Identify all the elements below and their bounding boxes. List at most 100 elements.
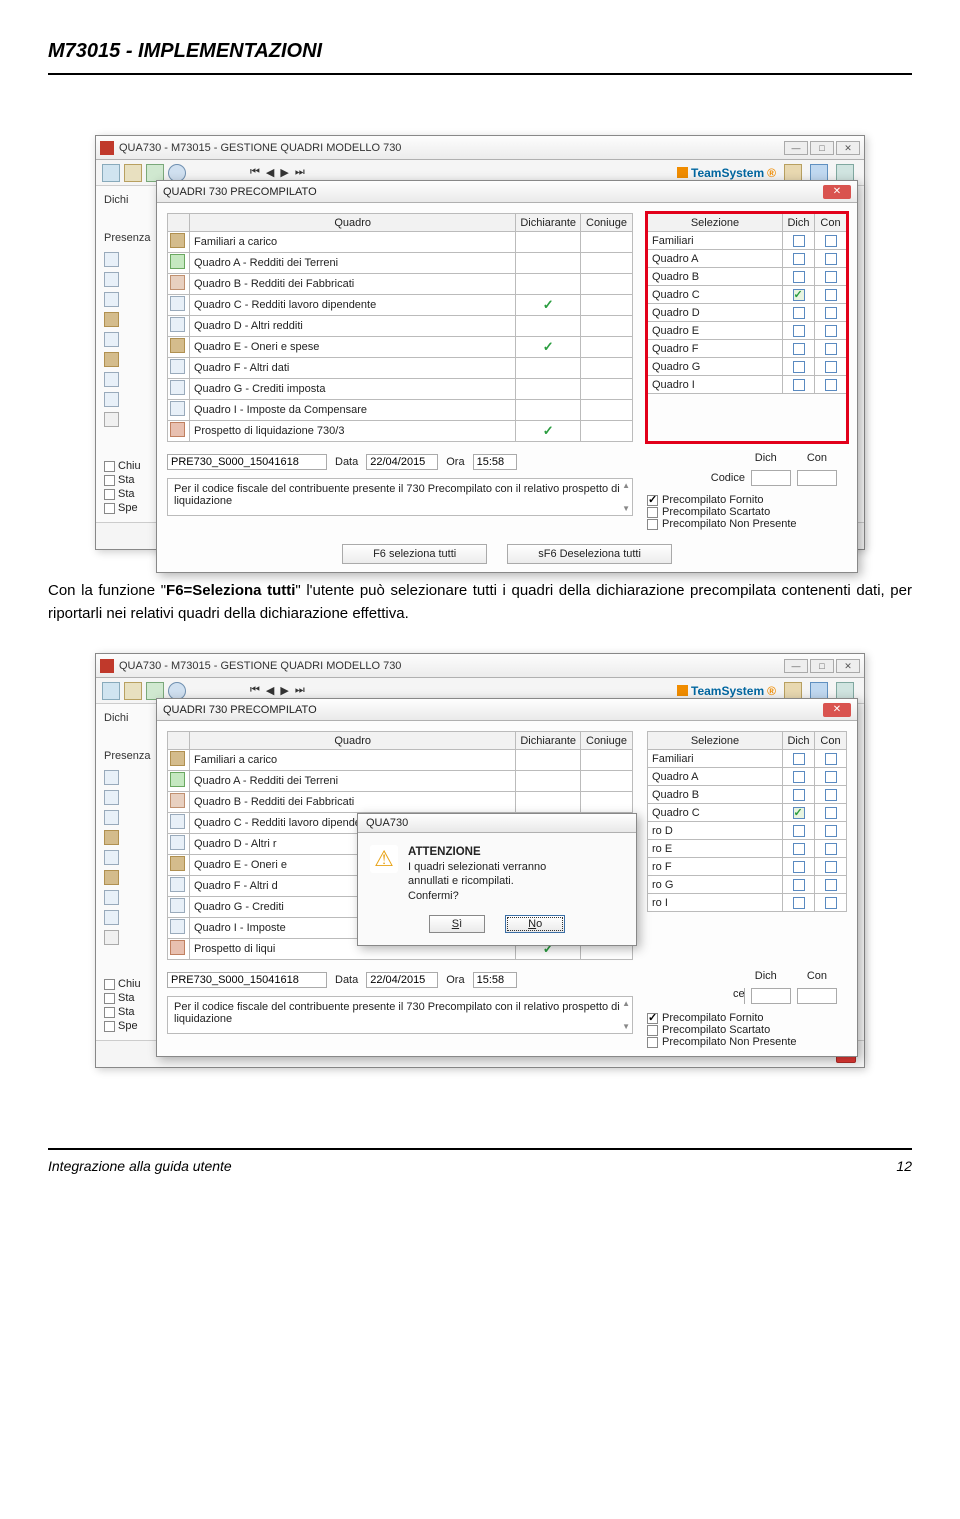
row-icon: [104, 252, 119, 267]
col-header: Con: [815, 214, 847, 232]
nav-first-icon[interactable]: ⏮: [250, 166, 260, 179]
checkbox[interactable]: [647, 1013, 658, 1024]
label: Dich: [755, 970, 777, 982]
checkbox[interactable]: [647, 1037, 658, 1048]
row-icon: [170, 338, 185, 353]
minimize-button[interactable]: —: [784, 659, 808, 673]
sel-dich-checkbox[interactable]: [793, 271, 805, 283]
codice-input[interactable]: [751, 988, 791, 1004]
sel-con-checkbox[interactable]: [825, 325, 837, 337]
sel-dich-checkbox[interactable]: [793, 361, 805, 373]
file-input[interactable]: [167, 972, 327, 988]
nav-last-icon[interactable]: ⏭: [295, 166, 305, 179]
sel-con-checkbox[interactable]: [825, 289, 837, 301]
nav-next-icon[interactable]: ▶: [280, 166, 288, 179]
toolbar-right-icon[interactable]: [810, 682, 828, 700]
time-input[interactable]: [473, 972, 517, 988]
checkbox[interactable]: [104, 1021, 115, 1032]
close-button[interactable]: ✕: [836, 659, 860, 673]
codice-input[interactable]: [797, 470, 837, 486]
sel-con-checkbox[interactable]: [825, 361, 837, 373]
yes-button[interactable]: Sì: [429, 915, 485, 933]
checkbox[interactable]: [104, 979, 115, 990]
sel-con-checkbox[interactable]: [825, 343, 837, 355]
sel-con-checkbox[interactable]: [825, 235, 837, 247]
toolbar-icon[interactable]: [146, 164, 164, 182]
close-button[interactable]: ✕: [836, 141, 860, 155]
sel-dich-checkbox[interactable]: [793, 379, 805, 391]
sel-con-checkbox[interactable]: [825, 825, 837, 837]
sel-dich-checkbox[interactable]: [793, 753, 805, 765]
sel-dich-checkbox[interactable]: [793, 771, 805, 783]
nav-last-icon[interactable]: ⏭: [295, 684, 305, 697]
sel-dich-checkbox[interactable]: [793, 235, 805, 247]
sel-dich-checkbox[interactable]: [793, 289, 805, 301]
toolbar-icon[interactable]: [146, 682, 164, 700]
checkbox[interactable]: [104, 475, 115, 486]
checkbox[interactable]: [104, 489, 115, 500]
sel-dich-checkbox[interactable]: [793, 325, 805, 337]
sf6-button[interactable]: sF6 Deseleziona tutti: [507, 544, 672, 564]
toolbar-right-icon[interactable]: [784, 682, 802, 700]
toolbar-right-icon[interactable]: [810, 164, 828, 182]
toolbar-icon[interactable]: [124, 682, 142, 700]
modal-close-button[interactable]: ✕: [823, 185, 851, 199]
con-cell: [581, 421, 633, 442]
sel-con-checkbox[interactable]: [825, 897, 837, 909]
sel-dich-checkbox[interactable]: [793, 843, 805, 855]
checkbox[interactable]: [647, 507, 658, 518]
sel-dich-checkbox[interactable]: [793, 861, 805, 873]
toolbar-icon[interactable]: [168, 682, 186, 700]
sel-dich-checkbox[interactable]: [793, 825, 805, 837]
sel-dich-checkbox[interactable]: [793, 253, 805, 265]
nav-next-icon[interactable]: ▶: [280, 684, 288, 697]
sel-dich-checkbox[interactable]: [793, 879, 805, 891]
toolbar-right-icon[interactable]: [784, 164, 802, 182]
sel-con-checkbox[interactable]: [825, 753, 837, 765]
modal-close-button[interactable]: ✕: [823, 703, 851, 717]
file-input[interactable]: [167, 454, 327, 470]
toolbar-icon[interactable]: [102, 682, 120, 700]
sel-con-checkbox[interactable]: [825, 807, 837, 819]
sel-con-checkbox[interactable]: [825, 861, 837, 873]
sel-con-checkbox[interactable]: [825, 271, 837, 283]
checkbox[interactable]: [104, 993, 115, 1004]
toolbar-right-icon[interactable]: [836, 682, 854, 700]
sel-con-checkbox[interactable]: [825, 843, 837, 855]
checkbox[interactable]: [104, 1007, 115, 1018]
codice-input[interactable]: [797, 988, 837, 1004]
nav-first-icon[interactable]: ⏮: [250, 684, 260, 697]
maximize-button[interactable]: □: [810, 141, 834, 155]
maximize-button[interactable]: □: [810, 659, 834, 673]
sel-con-checkbox[interactable]: [825, 879, 837, 891]
sel-dich-checkbox[interactable]: [793, 807, 805, 819]
sel-dich-checkbox[interactable]: [793, 789, 805, 801]
minimize-button[interactable]: —: [784, 141, 808, 155]
codice-input[interactable]: [751, 470, 791, 486]
checkbox[interactable]: [647, 495, 658, 506]
nav-prev-icon[interactable]: ◀: [266, 684, 274, 697]
f6-button[interactable]: F6 seleziona tutti: [342, 544, 487, 564]
date-input[interactable]: [366, 454, 438, 470]
sel-con-checkbox[interactable]: [825, 789, 837, 801]
checkbox[interactable]: [104, 461, 115, 472]
check-label: Chiu: [118, 460, 141, 472]
sel-con-checkbox[interactable]: [825, 253, 837, 265]
toolbar-icon[interactable]: [102, 164, 120, 182]
checkbox[interactable]: [647, 1025, 658, 1036]
sel-con-checkbox[interactable]: [825, 307, 837, 319]
checkbox[interactable]: [647, 519, 658, 530]
checkbox[interactable]: [104, 503, 115, 514]
time-input[interactable]: [473, 454, 517, 470]
toolbar-right-icon[interactable]: [836, 164, 854, 182]
nav-prev-icon[interactable]: ◀: [266, 166, 274, 179]
toolbar-icon[interactable]: [168, 164, 186, 182]
sel-con-checkbox[interactable]: [825, 771, 837, 783]
sel-dich-checkbox[interactable]: [793, 307, 805, 319]
sel-dich-checkbox[interactable]: [793, 343, 805, 355]
date-input[interactable]: [366, 972, 438, 988]
toolbar-icon[interactable]: [124, 164, 142, 182]
sel-con-checkbox[interactable]: [825, 379, 837, 391]
sel-dich-checkbox[interactable]: [793, 897, 805, 909]
no-button[interactable]: No: [505, 915, 565, 933]
